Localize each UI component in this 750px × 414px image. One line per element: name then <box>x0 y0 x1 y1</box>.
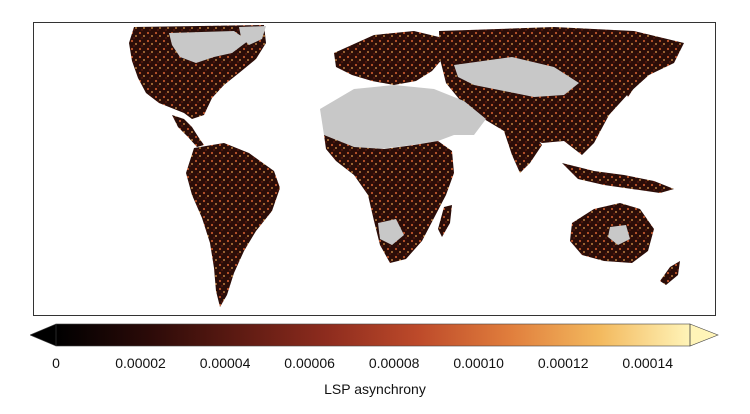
colorbar-tick-label: 0.00010 <box>453 355 504 371</box>
no-data-canada <box>169 31 248 63</box>
no-data-sahara-arabia <box>320 85 486 149</box>
world-map <box>33 22 716 316</box>
colorbar-tick-label: 0.00008 <box>368 355 420 371</box>
world-map-svg <box>129 25 684 307</box>
landmass-central-america <box>172 115 204 147</box>
colorbar-tick-label: 0.00012 <box>537 355 589 371</box>
landmass-europe <box>334 31 444 85</box>
colorbar-extend-high <box>689 323 719 347</box>
no-data-kalahari <box>378 219 404 245</box>
landmass-new-zealand <box>660 261 680 285</box>
colorbar-bar <box>56 324 690 346</box>
no-data-australia-interior <box>608 225 630 245</box>
colorbar-tick-label: 0.00006 <box>284 355 335 371</box>
landmass-southeast-asia <box>562 163 674 193</box>
colorbar-tick-label: 0.00004 <box>199 355 251 371</box>
colorbar-tick-label: 0.00002 <box>115 355 166 371</box>
no-data-central-asia <box>454 57 579 97</box>
landmass-south-america <box>186 143 280 307</box>
landmass-madagascar <box>438 205 452 237</box>
landmass-india <box>504 131 542 173</box>
no-data-greenland <box>239 26 266 45</box>
colorbar-title: LSP asynchrony <box>324 381 426 397</box>
colorbar <box>30 323 719 347</box>
colorbar-extend-low <box>30 324 56 346</box>
colorbar-tick-label: 0 <box>52 355 60 371</box>
landmass-japan <box>624 63 642 97</box>
landmass-africa <box>324 135 454 263</box>
colorbar-tick-label: 0.00014 <box>622 355 674 371</box>
